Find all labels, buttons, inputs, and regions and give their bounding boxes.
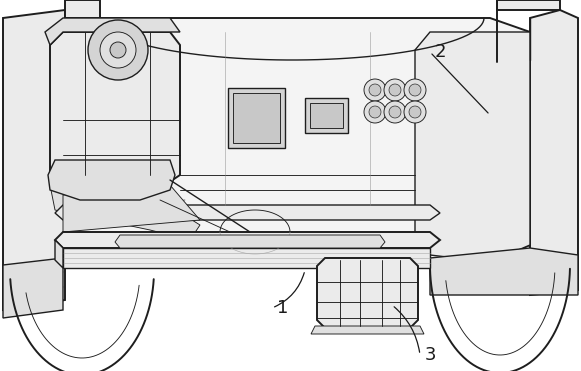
Circle shape (409, 106, 421, 118)
Circle shape (384, 79, 406, 101)
Polygon shape (310, 103, 343, 128)
Polygon shape (430, 248, 578, 295)
Circle shape (100, 32, 136, 68)
Polygon shape (50, 32, 180, 185)
Text: 3: 3 (425, 346, 436, 364)
Polygon shape (497, 0, 560, 10)
Circle shape (384, 101, 406, 123)
Circle shape (88, 20, 148, 80)
Circle shape (364, 79, 386, 101)
Circle shape (369, 106, 381, 118)
Polygon shape (311, 326, 424, 334)
Circle shape (404, 79, 426, 101)
Polygon shape (115, 235, 385, 248)
Polygon shape (50, 180, 200, 240)
Polygon shape (530, 10, 578, 295)
Polygon shape (48, 160, 175, 200)
Polygon shape (3, 258, 63, 318)
Text: 1: 1 (277, 299, 288, 317)
Text: 2: 2 (435, 43, 447, 61)
Polygon shape (55, 232, 440, 248)
Circle shape (369, 84, 381, 96)
Polygon shape (317, 258, 418, 328)
Polygon shape (233, 93, 280, 143)
Polygon shape (3, 10, 65, 310)
Polygon shape (35, 18, 530, 262)
Polygon shape (63, 248, 430, 268)
Polygon shape (55, 205, 440, 220)
Circle shape (404, 101, 426, 123)
Circle shape (389, 84, 401, 96)
Circle shape (409, 84, 421, 96)
Polygon shape (65, 0, 100, 18)
Circle shape (364, 101, 386, 123)
Polygon shape (45, 18, 180, 45)
Polygon shape (305, 98, 348, 133)
Polygon shape (63, 185, 200, 232)
Circle shape (389, 106, 401, 118)
Polygon shape (415, 32, 530, 262)
Polygon shape (228, 88, 285, 148)
Circle shape (110, 42, 126, 58)
Polygon shape (55, 240, 63, 268)
